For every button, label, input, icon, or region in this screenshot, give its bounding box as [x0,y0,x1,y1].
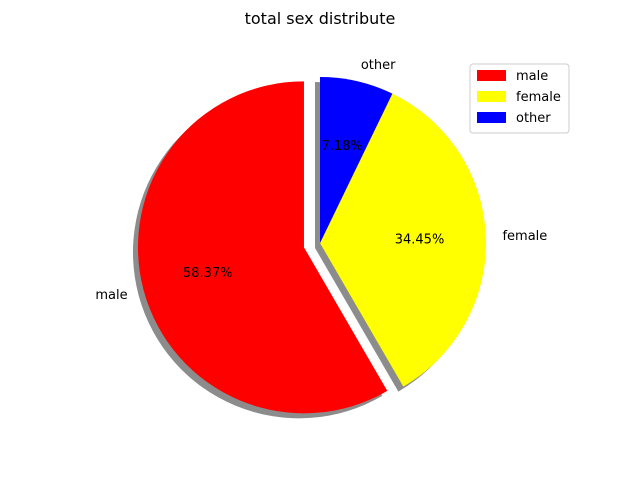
chart-title: total sex distribute [245,9,396,28]
legend-swatch-other [477,112,506,123]
slice-other [320,77,393,243]
legend-swatch-female [477,91,506,102]
pie-slices [137,77,486,414]
category-label-female: female [502,229,547,244]
slice-male [137,81,388,414]
legend-label-male: male [516,69,548,84]
category-label-male: male [95,288,127,303]
value-label-other: 7.18% [322,139,363,154]
pie-labels: 58.37% male 34.45% female 7.18% other [95,58,547,303]
category-label-other: other [361,58,396,73]
value-label-male: 58.37% [183,266,233,281]
legend-label-female: female [516,90,561,105]
legend-swatch-male [477,70,506,81]
legend: male female other [469,63,570,134]
value-label-female: 34.45% [395,232,445,247]
slice-female [320,93,486,387]
legend-label-other: other [516,111,551,126]
